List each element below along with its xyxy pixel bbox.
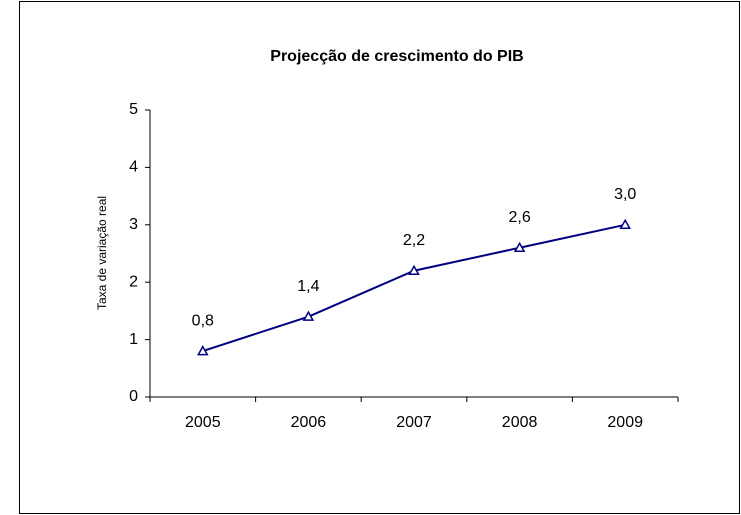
- marker: [408, 264, 420, 275]
- y-tick-label: 1: [129, 331, 138, 348]
- marker: [513, 241, 526, 253]
- marker: [197, 345, 209, 356]
- y-tick-label: 2: [129, 273, 138, 290]
- y-tick-label: 3: [129, 216, 138, 233]
- y-tick-label: 4: [129, 159, 138, 176]
- x-tick-label: 2006: [291, 414, 327, 431]
- marker: [302, 310, 315, 321]
- chart-frame: [19, 1, 740, 514]
- chart-title: Projecção de crescimento do PIB: [270, 48, 523, 65]
- x-tick-label: 2009: [607, 414, 643, 431]
- y-tick-label: 0: [129, 388, 138, 405]
- data-label: 1,4: [297, 278, 319, 295]
- y-tick-label: 5: [129, 101, 138, 118]
- data-label: 2,6: [508, 209, 530, 226]
- x-tick-label: 2008: [502, 414, 538, 431]
- marker: [619, 218, 631, 230]
- data-label: 0,8: [192, 312, 214, 329]
- x-tick-label: 2005: [185, 414, 221, 431]
- data-label: 3,0: [614, 186, 636, 203]
- x-tick-label: 2007: [396, 414, 432, 431]
- y-axis-label: Taxa de variação real: [95, 196, 109, 310]
- data-label: 2,2: [403, 232, 425, 249]
